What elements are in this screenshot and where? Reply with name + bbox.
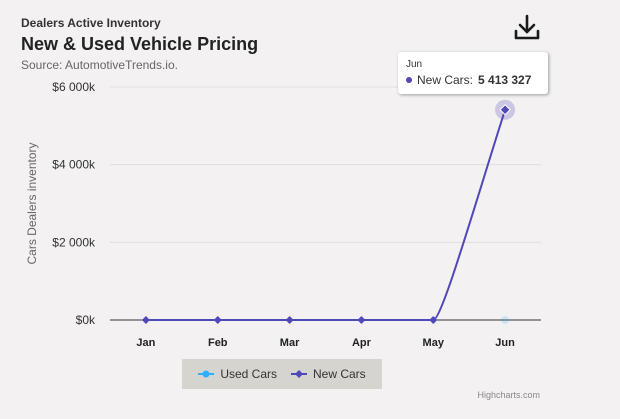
- tooltip: Jun New Cars: 5 413 327: [398, 52, 548, 94]
- new-cars-point: [285, 316, 294, 324]
- used-cars-point: [501, 316, 510, 324]
- legend: Used Cars New Cars: [182, 359, 382, 389]
- legend-symbol-new-cars: [291, 370, 307, 378]
- new-cars-point: [357, 316, 366, 324]
- x-tick-label: Apr: [352, 337, 372, 349]
- y-tick-label: $2 000k: [52, 235, 96, 249]
- new-cars-point: [213, 316, 222, 324]
- chart-kicker: Dealers Active Inventory: [21, 16, 161, 30]
- credits[interactable]: Highcharts.com: [477, 390, 540, 400]
- chart-header: Dealers Active Inventory New & Used Vehi…: [21, 16, 258, 73]
- download-icon[interactable]: [510, 12, 544, 44]
- new-cars-point: [429, 316, 438, 324]
- legend-item-used-cars[interactable]: Used Cars: [198, 367, 277, 381]
- tooltip-series-dot: [406, 77, 412, 83]
- legend-label-new-cars: New Cars: [313, 367, 366, 381]
- tooltip-value: 5 413 327: [478, 73, 532, 87]
- y-tick-label: $4 000k: [52, 158, 96, 172]
- tooltip-series-name: New Cars:: [417, 73, 474, 87]
- chart-subtitle: Source: AutomotiveTrends.io.: [21, 58, 178, 72]
- y-tick-label: $0k: [76, 313, 96, 327]
- y-tick-label: $6 000k: [52, 80, 96, 94]
- legend-symbol-used-cars: [198, 370, 215, 378]
- y-axis-title: Cars Dealers inventory: [25, 142, 39, 264]
- chart-title: New & Used Vehicle Pricing: [21, 34, 259, 54]
- x-tick-label: Jan: [136, 337, 155, 349]
- x-tick-label: Mar: [280, 337, 300, 349]
- x-tick-label: Feb: [208, 337, 228, 349]
- x-tick-label: Jun: [495, 337, 515, 349]
- x-tick-label: May: [423, 337, 445, 349]
- new-cars-point: [499, 104, 511, 116]
- new-cars-point: [141, 316, 150, 324]
- legend-label-used-cars: Used Cars: [220, 367, 277, 381]
- tooltip-row: New Cars: 5 413 327: [406, 73, 531, 87]
- legend-item-new-cars[interactable]: New Cars: [291, 367, 366, 381]
- tooltip-category: Jun: [406, 59, 423, 70]
- new-cars-line: [145, 109, 507, 321]
